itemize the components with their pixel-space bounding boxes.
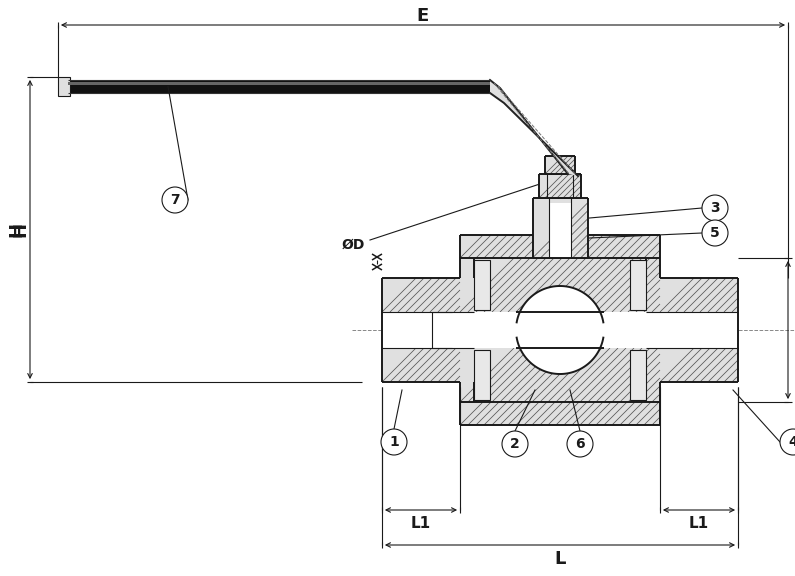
Text: 4: 4	[788, 435, 795, 449]
Circle shape	[702, 195, 728, 221]
Bar	[660, 278, 738, 382]
Bar	[630, 260, 646, 310]
Text: L: L	[554, 550, 566, 568]
Bar	[58, 77, 70, 96]
Bar	[549, 203, 571, 258]
Text: 3: 3	[710, 201, 719, 215]
Text: L1: L1	[411, 517, 431, 532]
Text: ду: ду	[406, 323, 424, 337]
Bar	[474, 260, 490, 310]
Bar	[630, 350, 646, 400]
Bar	[68, 80, 490, 93]
Bar	[382, 312, 738, 348]
Text: H: H	[11, 222, 29, 237]
Bar	[382, 278, 460, 382]
Bar	[539, 174, 581, 198]
Bar	[474, 350, 490, 400]
Circle shape	[381, 429, 407, 455]
Bar	[533, 198, 588, 258]
Bar	[460, 402, 660, 425]
Text: L1: L1	[689, 517, 709, 532]
Polygon shape	[490, 80, 578, 176]
Circle shape	[162, 187, 188, 213]
Text: 5: 5	[710, 226, 720, 240]
Text: 2: 2	[510, 437, 520, 451]
Circle shape	[502, 431, 528, 457]
Text: ØD: ØD	[342, 238, 365, 252]
Bar	[545, 156, 575, 174]
Circle shape	[702, 220, 728, 246]
Bar	[460, 258, 660, 402]
Bar	[460, 235, 660, 258]
Text: 1: 1	[389, 435, 399, 449]
Text: E: E	[417, 7, 429, 25]
Text: 7: 7	[170, 193, 180, 207]
Circle shape	[567, 431, 593, 457]
Circle shape	[780, 429, 795, 455]
Bar	[68, 82, 490, 85]
Circle shape	[516, 286, 604, 374]
Text: 6: 6	[576, 437, 585, 451]
Text: H: H	[7, 222, 25, 237]
